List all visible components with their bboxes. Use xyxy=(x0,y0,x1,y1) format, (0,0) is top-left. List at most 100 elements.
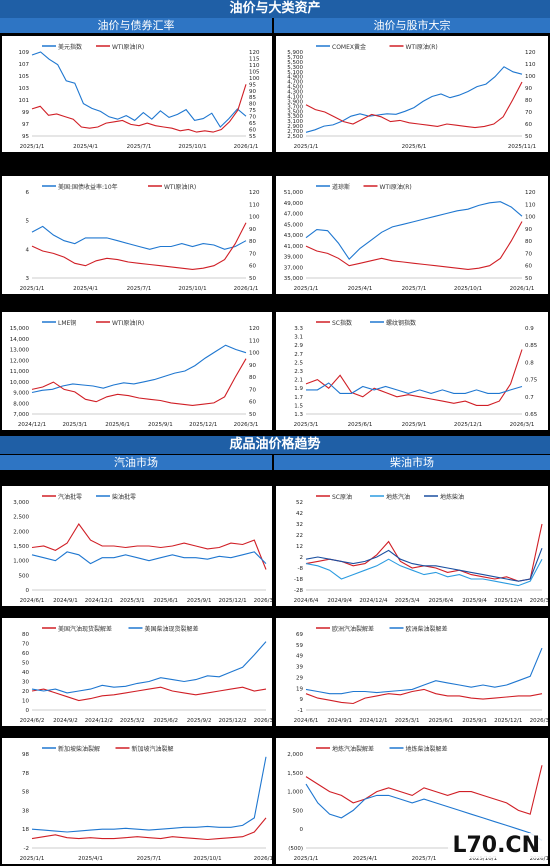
series-line-c3-0 xyxy=(31,225,247,250)
series-line-c1-1 xyxy=(31,84,247,133)
ytick-left-c9-6: 60 xyxy=(22,651,29,657)
xtick-c4-4: 2026/1/1 xyxy=(510,286,535,292)
ytick-left-c2-10: 4,500 xyxy=(287,85,303,91)
section2-title: 成品油价格趋势 xyxy=(0,436,550,454)
ytick-left-c9-4: 40 xyxy=(22,670,29,676)
xtick-c3-3: 2025/10/1 xyxy=(178,286,206,292)
ytick-right-c1-9: 100 xyxy=(249,76,260,82)
ytick-right-c1-12: 115 xyxy=(249,56,260,62)
ytick-left-c4-4: 43,000 xyxy=(284,233,304,239)
ytick-left-c11-4: 78 xyxy=(22,771,29,777)
xtick-c8-6: 2025/12/4 xyxy=(494,598,523,604)
ytick-left-c7-3: 1,500 xyxy=(13,544,29,550)
xtick-c10-4: 2025/6/1 xyxy=(429,718,454,724)
chart-panel-c7: 汽油批零 柴油批零 0 500 1,000 1,500 2,000 2,500 3,000 202… xyxy=(2,486,272,606)
chart-panel-c8: SC原油 地炼汽油 地炼柴油 -28 -18 -8 2 12 22 32 42 52 2024/6/4 2… xyxy=(276,486,548,606)
series-line-c10-0 xyxy=(305,688,543,705)
xtick-c8-0: 2024/6/4 xyxy=(294,598,319,604)
legend-c8-0: SC原油 xyxy=(332,493,352,501)
ytick-left-c12-4: 1,500 xyxy=(287,771,303,777)
xtick-c1-1: 2025/4/1 xyxy=(73,144,98,150)
xtick-c11-4: 2026/1/1 xyxy=(254,856,272,862)
ytick-left-c8-7: 42 xyxy=(296,511,303,517)
ytick-right-c6-5: 0.9 xyxy=(525,326,534,332)
ytick-left-c2-13: 5,100 xyxy=(287,70,303,76)
xtick-c8-5: 2025/9/4 xyxy=(462,598,487,604)
ytick-right-c1-0: 55 xyxy=(249,134,256,140)
ytick-right-c3-7: 120 xyxy=(249,190,260,196)
ytick-right-c1-8: 95 xyxy=(249,82,256,88)
xtick-c8-2: 2024/12/4 xyxy=(359,598,388,604)
xtick-c8-7: 2026/3/4 xyxy=(530,598,548,604)
chart-svg-c10: 欧洲汽油裂解差 欧洲柴油裂解差 -1 9 19 29 39 49 59 69 2024/6/1 202… xyxy=(294,625,548,724)
xtick-c9-2: 2024/12/2 xyxy=(85,718,113,724)
ytick-right-c4-6: 110 xyxy=(525,202,536,208)
xtick-c10-7: 2026/3/1 xyxy=(530,718,548,724)
ytick-left-c6-2: 1.7 xyxy=(294,395,303,401)
series-line-c5-1 xyxy=(31,358,247,406)
ytick-left-c2-9: 4,300 xyxy=(287,90,303,96)
ytick-left-c8-1: -18 xyxy=(294,577,303,583)
ytick-left-c1-5: 105 xyxy=(19,74,30,80)
ytick-left-c10-5: 49 xyxy=(296,654,303,660)
ytick-left-c6-10: 3.3 xyxy=(294,326,303,332)
ytick-right-c1-2: 65 xyxy=(249,121,256,127)
xtick-c2-2: 2025/11/1 xyxy=(508,144,536,150)
ytick-left-c3-2: 5 xyxy=(26,219,30,225)
series-line-c4-1 xyxy=(305,221,523,270)
ytick-left-c6-4: 2.1 xyxy=(294,378,303,384)
legend-c2-0: COMEX黄金 xyxy=(332,43,366,51)
chart-svg-c11: 新加坡柴油裂解 新加坡汽油裂解 -2 18 38 58 78 98 2025/1/1 2025/4… xyxy=(20,745,272,862)
xtick-c6-1: 2025/6/1 xyxy=(348,422,373,428)
xtick-c10-0: 2024/6/1 xyxy=(294,718,319,724)
ytick-left-c12-2: 500 xyxy=(293,808,304,814)
series-line-c8-0 xyxy=(305,523,543,582)
xtick-c9-5: 2025/9/2 xyxy=(187,718,212,724)
ytick-left-c9-5: 50 xyxy=(22,661,29,667)
series-line-c5-0 xyxy=(31,344,247,394)
ytick-left-c1-3: 101 xyxy=(19,98,30,104)
series-line-c11-0 xyxy=(31,756,267,833)
xtick-c10-2: 2024/12/1 xyxy=(359,718,387,724)
series-line-c6-1 xyxy=(306,382,523,394)
ytick-left-c9-7: 70 xyxy=(22,642,29,648)
legend-c11-1: 新加坡汽油裂解 xyxy=(132,745,174,753)
ytick-left-c2-5: 3,500 xyxy=(287,109,303,115)
series-line-c8-1 xyxy=(305,558,543,587)
series-line-c2-0 xyxy=(305,66,523,133)
ytick-left-c1-7: 109 xyxy=(19,50,30,56)
ytick-left-c5-5: 12,000 xyxy=(10,358,30,364)
xtick-c10-6: 2025/12/1 xyxy=(494,718,522,724)
ytick-left-c1-1: 97 xyxy=(22,122,29,128)
ytick-left-c12-0: (500) xyxy=(288,846,303,852)
legend-c12-1: 地炼柴油裂解差 xyxy=(406,745,448,753)
xtick-c1-3: 2025/10/1 xyxy=(178,144,206,150)
ytick-right-c2-6: 110 xyxy=(525,62,536,68)
ytick-left-c12-1: 0 xyxy=(300,827,304,833)
legend-c4-1: WTI原油(R) xyxy=(380,183,412,191)
ytick-right-c5-0: 50 xyxy=(249,412,256,418)
legend-c8-2: 地炼柴油 xyxy=(440,493,464,501)
ytick-left-c10-4: 39 xyxy=(296,665,303,671)
ytick-right-c2-2: 70 xyxy=(525,110,532,116)
series-line-c4-0 xyxy=(305,201,523,261)
chart-svg-c3: 美国:国债收益率:10年 WTI原油(R) 3 4 5 6 50 60 70 80 90 100 110… xyxy=(20,183,260,292)
ytick-right-c1-1: 60 xyxy=(249,128,256,134)
xtick-c9-0: 2024/6/2 xyxy=(20,718,45,724)
ytick-left-c7-0: 0 xyxy=(26,588,30,594)
subheader-left: 油价与债券汇率 xyxy=(0,18,272,33)
ytick-left-c2-17: 5,900 xyxy=(287,50,303,56)
ytick-right-c1-3: 70 xyxy=(249,115,256,121)
xtick-c6-3: 2025/12/1 xyxy=(454,422,482,428)
ytick-left-c5-4: 11,000 xyxy=(10,369,30,375)
ytick-right-c5-4: 90 xyxy=(249,363,256,369)
xtick-c1-4: 2026/1/1 xyxy=(234,144,259,150)
legend-c9-1: 美国柴油现货裂解差 xyxy=(145,625,199,633)
chart-panel-c11: 新加坡柴油裂解 新加坡汽油裂解 -2 18 38 58 78 98 2025/1/1 2025/4… xyxy=(2,738,272,864)
ytick-left-c7-6: 3,000 xyxy=(13,500,29,506)
ytick-left-c6-6: 2.5 xyxy=(294,360,303,366)
xtick-c1-0: 2025/1/1 xyxy=(20,144,45,150)
ytick-right-c1-4: 75 xyxy=(249,108,256,114)
ytick-left-c10-2: 19 xyxy=(296,686,303,692)
watermark: L70.CN xyxy=(448,833,544,858)
